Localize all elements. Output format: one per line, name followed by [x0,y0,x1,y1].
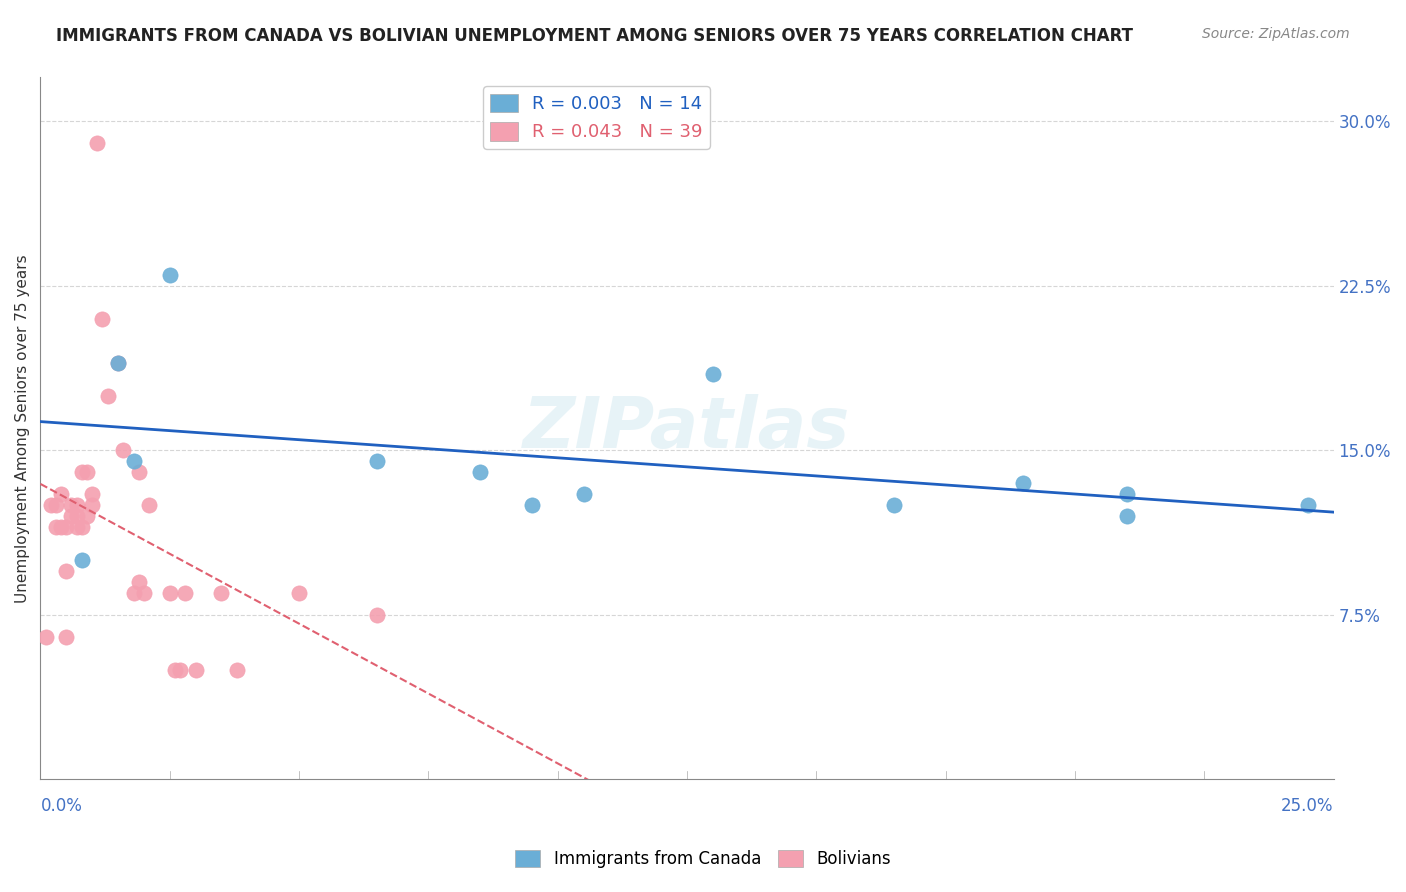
Point [76,465,98,479]
Point [60,509,83,524]
Point [138,498,160,512]
Point [226,663,249,677]
Point [82,487,104,501]
Point [91,311,114,326]
Point [883,498,905,512]
Point [122,586,145,600]
Point [34,630,56,644]
Point [55,520,77,534]
Point [60,498,83,512]
Point [1296,498,1319,512]
Point [55,564,77,578]
Text: 25.0%: 25.0% [1281,797,1333,815]
Point [76,509,98,524]
Point [132,586,155,600]
Point [39,498,62,512]
Text: Source: ZipAtlas.com: Source: ZipAtlas.com [1202,27,1350,41]
Point [1115,487,1137,501]
Point [82,498,104,512]
Point [70,520,93,534]
Text: 0.0%: 0.0% [41,797,83,815]
Point [70,553,93,567]
Point [49,520,72,534]
Point [49,487,72,501]
Point [128,465,150,479]
Point [159,586,181,600]
Point [159,268,181,282]
Point [184,663,207,677]
Y-axis label: Unemployment Among Seniors over 75 years: Unemployment Among Seniors over 75 years [15,254,30,603]
Point [702,367,724,381]
Point [107,356,129,370]
Point [45,520,67,534]
Legend: Immigrants from Canada, Bolivians: Immigrants from Canada, Bolivians [509,843,897,875]
Point [1012,476,1035,491]
Point [211,586,233,600]
Point [366,454,388,468]
Point [55,630,77,644]
Point [163,663,186,677]
Point [128,574,150,589]
Text: IMMIGRANTS FROM CANADA VS BOLIVIAN UNEMPLOYMENT AMONG SENIORS OVER 75 YEARS CORR: IMMIGRANTS FROM CANADA VS BOLIVIAN UNEMP… [56,27,1133,45]
Point [86,136,108,151]
Point [107,356,129,370]
Point [366,607,388,622]
Point [174,586,197,600]
Point [45,498,67,512]
Point [468,465,491,479]
Legend: R = 0.003   N = 14, R = 0.043   N = 39: R = 0.003 N = 14, R = 0.043 N = 39 [484,87,710,149]
Point [520,498,543,512]
Point [288,586,311,600]
Point [65,509,87,524]
Point [169,663,191,677]
Point [112,443,135,458]
Point [70,465,93,479]
Text: ZIPatlas: ZIPatlas [523,394,851,463]
Point [65,520,87,534]
Point [65,498,87,512]
Point [572,487,595,501]
Point [97,388,120,402]
Point [1115,509,1137,524]
Point [122,454,145,468]
